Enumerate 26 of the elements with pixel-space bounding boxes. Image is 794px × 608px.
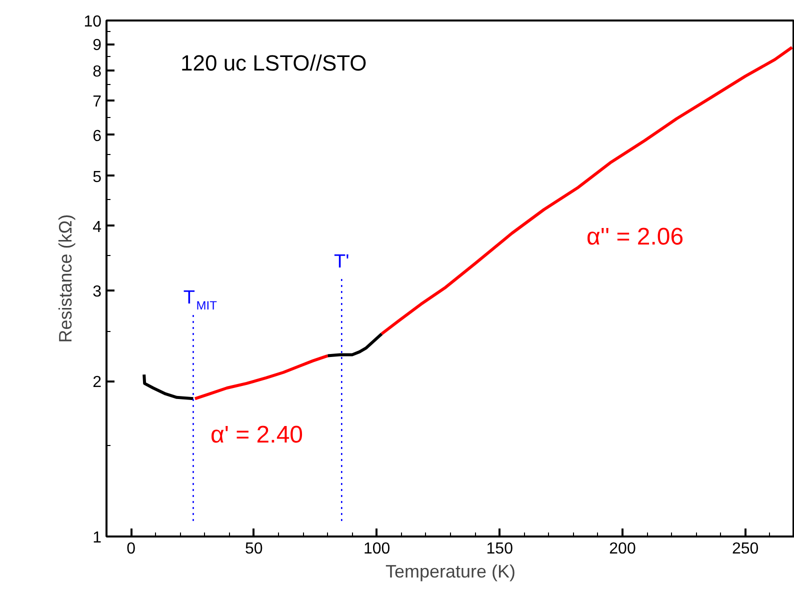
y-tick-label: 5 [92, 168, 102, 186]
y-tick-label: 1 [92, 530, 102, 546]
line-series [193, 354, 330, 400]
annotation: 120 uc LSTO//STO [180, 50, 367, 76]
ref-line-label: T' [334, 252, 350, 272]
line-series [326, 332, 384, 358]
y-axis-title: Resistance (kΩ) [56, 214, 76, 343]
annotation: α' = 2.40 [210, 422, 304, 448]
y-tick-label: 7 [92, 93, 102, 110]
y-tick-label: 9 [92, 37, 102, 54]
x-tick-label: 0 [126, 540, 136, 558]
x-tick-label: 250 [732, 540, 759, 558]
y-tick-label: 10 [84, 14, 102, 30]
y-tick-label: 8 [92, 64, 102, 81]
x-tick-label: 50 [245, 540, 263, 558]
y-tick-label: 2 [92, 374, 102, 392]
annotation: α'' = 2.06 [586, 224, 684, 250]
x-tick-label: 100 [363, 540, 390, 558]
line-series [142, 373, 195, 400]
y-tick-label: 4 [92, 218, 102, 236]
y-tick-label: 3 [92, 283, 102, 300]
x-tick-label: 200 [609, 540, 636, 558]
x-tick-label: 150 [486, 540, 514, 558]
y-tick-label: 6 [92, 128, 102, 145]
line-series [380, 46, 794, 336]
x-axis-title: Temperature (K) [385, 562, 516, 582]
